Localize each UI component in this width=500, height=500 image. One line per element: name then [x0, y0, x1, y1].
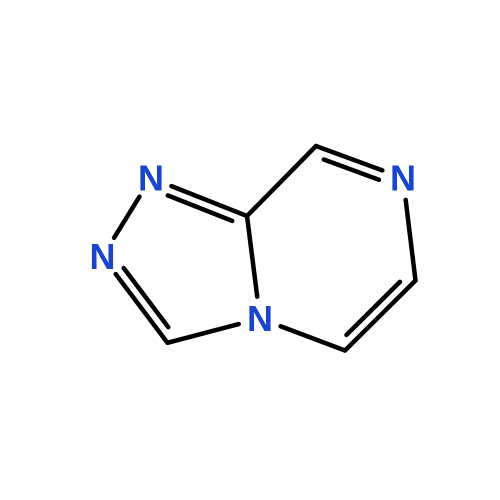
atom-label-N: N	[390, 158, 416, 199]
atom-label-N: N	[138, 158, 164, 199]
atom-label-N: N	[247, 298, 273, 339]
molecule-diagram: NNNN	[0, 0, 500, 500]
atom-label-N: N	[90, 236, 116, 277]
